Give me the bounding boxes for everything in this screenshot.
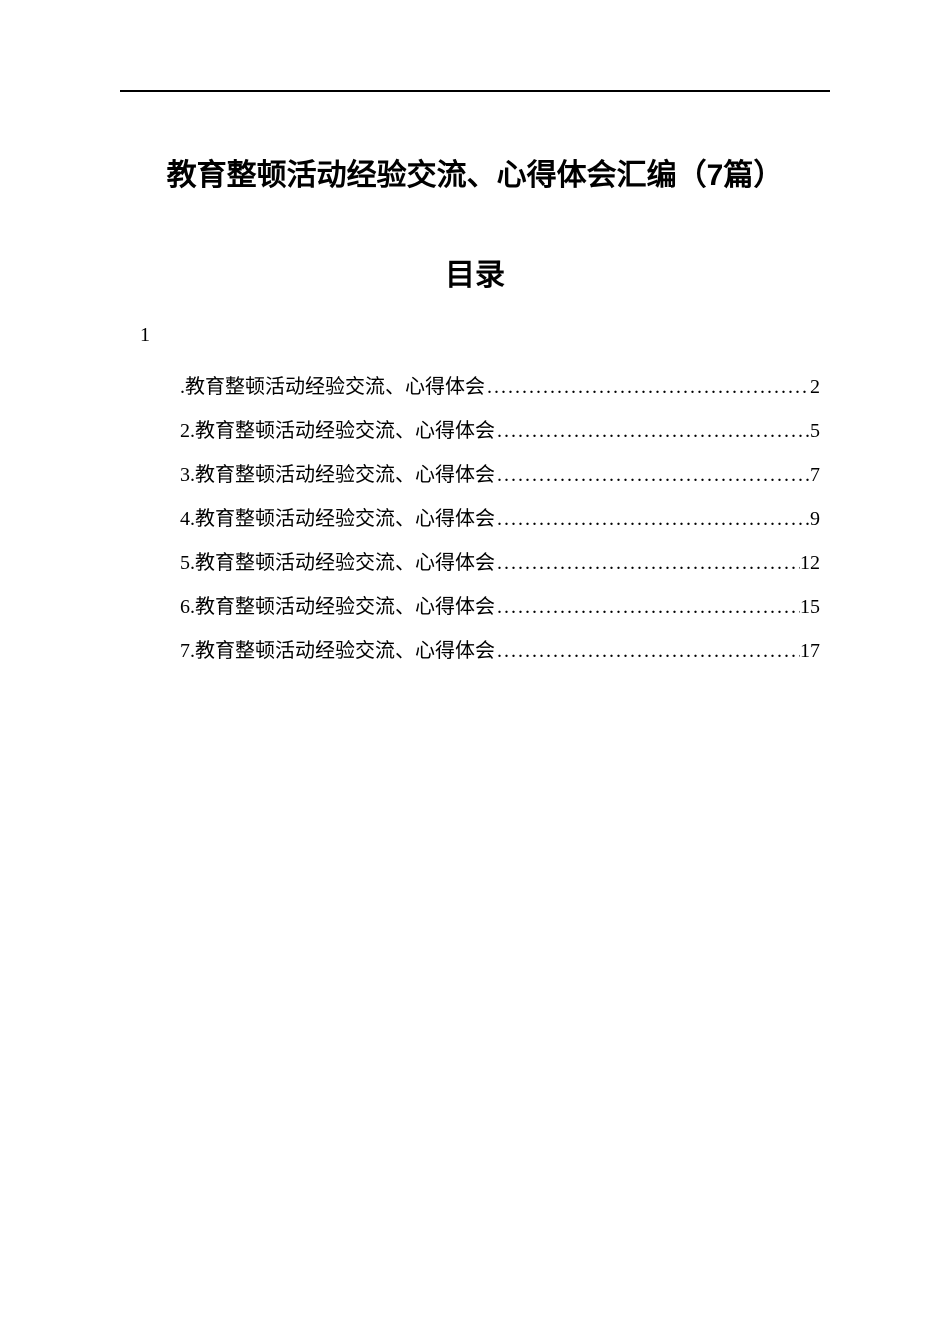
toc-item-label: 7.教育整顿活动经验交流、心得体会 (180, 629, 495, 673)
toc-leading-number: 1 (140, 324, 830, 347)
toc-item-label: 6.教育整顿活动经验交流、心得体会 (180, 585, 495, 629)
toc-item-label: 5.教育整顿活动经验交流、心得体会 (180, 541, 495, 585)
toc-item: 4.教育整顿活动经验交流、心得体会 9 (180, 497, 820, 541)
top-divider (120, 90, 830, 92)
toc-dots (495, 541, 800, 585)
toc-item-label: 3.教育整顿活动经验交流、心得体会 (180, 453, 495, 497)
document-page: 教育整顿活动经验交流、心得体会汇编（7篇） 目录 1 .教育整顿活动经验交流、心… (0, 0, 950, 673)
toc-heading: 目录 (120, 250, 830, 294)
toc-item: 5.教育整顿活动经验交流、心得体会 12 (180, 541, 820, 585)
toc-item-label: 2.教育整顿活动经验交流、心得体会 (180, 409, 495, 453)
toc-item-page: 17 (800, 629, 820, 673)
toc-list: .教育整顿活动经验交流、心得体会 2 2.教育整顿活动经验交流、心得体会 5 3… (120, 365, 830, 673)
toc-item-page: 12 (800, 541, 820, 585)
toc-dots (495, 585, 800, 629)
document-title: 教育整顿活动经验交流、心得体会汇编（7篇） (120, 152, 830, 200)
toc-dots (495, 453, 810, 497)
toc-dots (495, 497, 810, 541)
toc-item: 6.教育整顿活动经验交流、心得体会 15 (180, 585, 820, 629)
toc-item-page: 2 (810, 365, 820, 409)
toc-item-label: .教育整顿活动经验交流、心得体会 (180, 365, 485, 409)
toc-item: 3.教育整顿活动经验交流、心得体会 7 (180, 453, 820, 497)
toc-dots (495, 409, 810, 453)
toc-item-page: 9 (810, 497, 820, 541)
toc-item: 2.教育整顿活动经验交流、心得体会 5 (180, 409, 820, 453)
toc-item: 7.教育整顿活动经验交流、心得体会 17 (180, 629, 820, 673)
toc-item-page: 5 (810, 409, 820, 453)
toc-item-page: 15 (800, 585, 820, 629)
toc-item: .教育整顿活动经验交流、心得体会 2 (180, 365, 820, 409)
toc-item-label: 4.教育整顿活动经验交流、心得体会 (180, 497, 495, 541)
toc-dots (485, 365, 810, 409)
toc-item-page: 7 (810, 453, 820, 497)
toc-dots (495, 629, 800, 673)
